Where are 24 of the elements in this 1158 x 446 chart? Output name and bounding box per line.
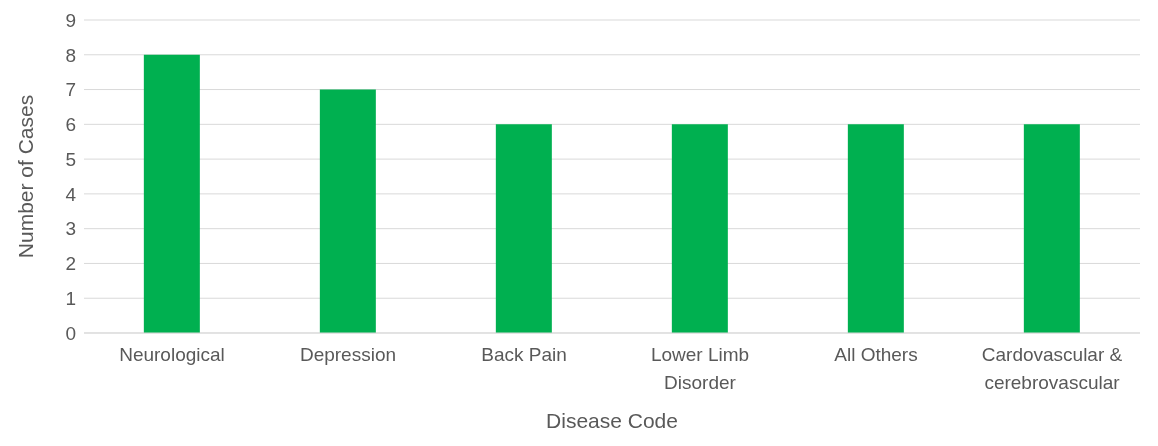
y-tick-label: 8 [65, 44, 76, 66]
x-axis-title: Disease Code [546, 409, 678, 432]
y-tick-label: 3 [65, 218, 76, 240]
bar [1023, 124, 1080, 333]
y-tick-label: 0 [65, 322, 76, 344]
y-tick-label: 2 [65, 253, 76, 275]
x-tick-label: All Others [834, 344, 918, 365]
y-axis-title: Number of Cases [14, 94, 38, 259]
bar [495, 124, 552, 333]
y-tick-label: 9 [65, 9, 76, 31]
x-tick-label: Neurological [119, 344, 225, 365]
bar [143, 54, 200, 333]
y-tick-label: 4 [65, 183, 77, 205]
x-tick-label: Back Pain [481, 344, 567, 365]
x-tick-label: Depression [299, 344, 397, 365]
x-tick-label: Lower Limb Disorder [650, 344, 750, 393]
bar [847, 124, 904, 333]
bar [319, 89, 376, 333]
y-tick-label: 6 [65, 114, 76, 136]
x-tick-label: Cardovascular & cerebrovascular [981, 344, 1123, 393]
y-tick-label: 7 [65, 79, 76, 101]
y-tick-label: 5 [65, 148, 76, 170]
y-tick-label: 1 [65, 287, 76, 309]
bar [671, 124, 728, 333]
